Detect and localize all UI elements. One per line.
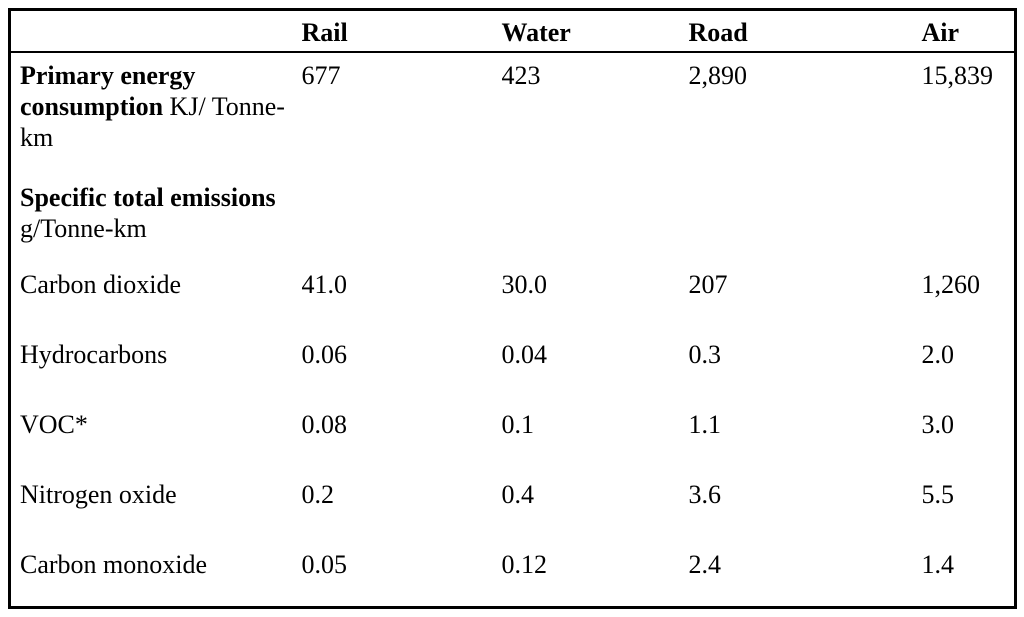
row-label: Nitrogen oxide: [20, 479, 177, 509]
cell-water: 0.4: [501, 479, 535, 509]
row-label-bold: Specific total emissions: [20, 182, 276, 212]
column-header-rail: Rail: [301, 9, 502, 53]
table-row-primary-energy: Primary energy consumption KJ/ Tonne-km …: [10, 52, 1016, 167]
cell-road: 3.6: [688, 479, 722, 509]
cell-road: 2.4: [688, 549, 722, 579]
cell-water: [502, 167, 689, 254]
cell-rail: 0.05: [301, 549, 348, 579]
cell-water: 30.0: [501, 269, 548, 299]
column-header-road: Road: [688, 9, 922, 53]
cell-road: [689, 167, 922, 254]
cell-air: 15,839: [921, 60, 994, 90]
column-header-air: Air: [921, 9, 1016, 53]
transport-emissions-table: Rail Water Road Air Primary energy consu…: [8, 8, 1017, 609]
table-row-carbon-dioxide: Carbon dioxide 41.0 30.0 207 1,260: [10, 254, 1016, 324]
row-label: Hydrocarbons: [20, 339, 168, 369]
column-header-blank: [9, 9, 302, 53]
table-row-hydrocarbons: Hydrocarbons 0.06 0.04 0.3 2.0: [10, 324, 1016, 394]
cell-air: 1.4: [921, 549, 955, 579]
row-label: Specific total emissions g/Tonne-km: [10, 167, 302, 254]
cell-rail: 41.0: [301, 269, 348, 299]
cell-air: 1,260: [921, 269, 981, 299]
row-label: Carbon monoxide: [20, 549, 208, 579]
cell-air: 3.0: [921, 409, 955, 439]
table-row-specific-emissions: Specific total emissions g/Tonne-km: [10, 167, 1016, 254]
cell-road: 0.3: [688, 339, 722, 369]
table-row-carbon-monoxide: Carbon monoxide 0.05 0.12 2.4 1.4: [10, 534, 1016, 608]
row-label: Carbon dioxide: [20, 269, 182, 299]
cell-road: 1.1: [688, 409, 722, 439]
cell-road: 2,890: [688, 60, 748, 90]
cell-air: 2.0: [921, 339, 955, 369]
cell-road: 207: [688, 269, 728, 299]
cell-rail: 677: [301, 60, 341, 90]
cell-water: 0.1: [501, 409, 535, 439]
cell-rail: [302, 167, 502, 254]
row-label: Primary energy consumption KJ/ Tonne-km: [10, 52, 302, 167]
table-row-voc: VOC* 0.08 0.1 1.1 3.0: [10, 394, 1016, 464]
cell-rail: 0.2: [301, 479, 335, 509]
cell-water: 0.04: [501, 339, 548, 369]
cell-water: 423: [501, 60, 541, 90]
table-row-nitrogen-oxide: Nitrogen oxide 0.2 0.4 3.6 5.5: [10, 464, 1016, 534]
cell-air: 5.5: [921, 479, 955, 509]
cell-air: [922, 167, 1016, 254]
cell-rail: 0.08: [301, 409, 348, 439]
column-header-water: Water: [501, 9, 689, 53]
row-label-unit: g/Tonne-km: [20, 213, 147, 243]
row-label: VOC*: [20, 409, 88, 439]
row-label-bold: Primary energy consumption: [20, 60, 196, 121]
cell-water: 0.12: [501, 549, 548, 579]
row-label-unit: KJ/ Tonne-km: [20, 91, 285, 152]
header-row: Rail Water Road Air: [9, 9, 1016, 53]
cell-rail: 0.06: [301, 339, 348, 369]
